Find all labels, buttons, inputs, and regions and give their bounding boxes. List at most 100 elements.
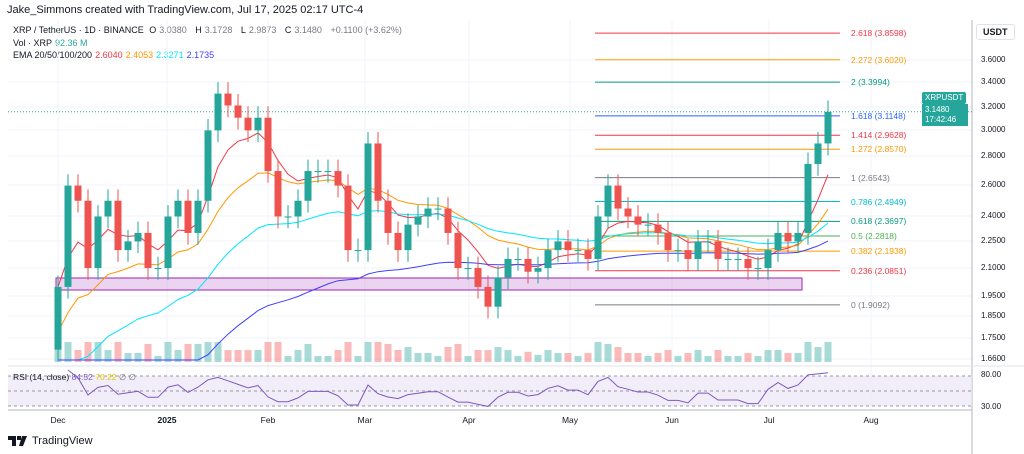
fib-level: 0: [851, 299, 856, 310]
volume-bar: [794, 353, 802, 362]
time-label: May: [561, 415, 579, 425]
candle-body: [304, 171, 312, 201]
time-label: Apr: [462, 415, 476, 425]
volume-bar: [164, 342, 172, 362]
symbol-title[interactable]: XRP / TetherUS · 1D · BINANCE: [13, 25, 144, 35]
ema-label[interactable]: EMA 20/50/100/200: [13, 50, 93, 60]
volume-bar: [154, 356, 162, 362]
volume-bar: [474, 350, 482, 362]
low-label: L: [240, 25, 246, 35]
candle-body: [274, 171, 282, 217]
rsi-value: 84.52: [71, 372, 93, 382]
volume-bar: [114, 342, 122, 362]
price-tick: 3.4000: [981, 77, 1006, 86]
fib-level: 0.236: [851, 265, 873, 276]
fib-level: 1: [851, 172, 856, 183]
high-value: 3.1728: [204, 25, 233, 35]
volume-bar: [294, 350, 302, 362]
volume-value: 92.36 M: [55, 37, 88, 48]
candle-body: [104, 200, 112, 217]
candle-body: [444, 208, 452, 233]
candle-body: [324, 171, 332, 173]
candle-body: [544, 250, 552, 269]
price-tick: 1.8500: [981, 311, 1006, 320]
candle-body: [174, 200, 182, 217]
volume-bar: [514, 356, 522, 362]
candle-body: [534, 268, 542, 272]
volume-bar: [784, 353, 792, 362]
volume-bar: [414, 353, 422, 362]
fib-level: 2.618: [851, 28, 873, 39]
candle-body: [364, 143, 372, 251]
volume-label[interactable]: Vol · XRP: [13, 37, 53, 48]
fib-price: 2.4949: [877, 196, 904, 207]
volume-bar: [344, 342, 352, 362]
volume-bar: [94, 342, 102, 362]
fib-price: 2.8570: [877, 144, 904, 155]
candle-body: [254, 117, 262, 131]
price-tick: 1.6600: [981, 354, 1006, 363]
volume-bar: [224, 350, 232, 362]
time-label: Mar: [357, 415, 373, 425]
volume-bar: [524, 351, 532, 362]
volume-bar: [594, 342, 602, 362]
candle-body: [614, 185, 622, 209]
rsi-tick: 80.00: [981, 370, 1002, 379]
ema-100-line: [58, 210, 829, 361]
volume-bar: [304, 344, 312, 362]
candle-body: [264, 117, 272, 172]
volume-bar: [674, 356, 682, 362]
fib-price: 2.9628: [877, 130, 904, 141]
candle-body: [234, 105, 242, 118]
fib-label: 2 (3.3994): [851, 77, 890, 88]
tradingview-logo[interactable]: TradingView: [8, 435, 93, 447]
volume-bar: [744, 353, 752, 362]
price-tick: 2.1000: [981, 263, 1006, 272]
volume-bar: [384, 344, 392, 362]
currency-button[interactable]: USDT: [976, 24, 1015, 40]
support-zone: [55, 277, 803, 291]
candle-body: [464, 268, 472, 270]
time-label: Feb: [260, 415, 276, 425]
candle-body: [224, 93, 232, 106]
candle-body: [354, 250, 362, 252]
volume-bar: [364, 342, 372, 362]
candle-body: [774, 232, 782, 251]
volume-bar: [194, 344, 202, 362]
candle-body: [694, 241, 702, 259]
volume-bar: [254, 350, 262, 362]
candle-body: [144, 232, 152, 269]
volume-bar: [264, 342, 272, 362]
candle-body: [524, 258, 532, 272]
candle-body: [184, 200, 192, 233]
volume-bar: [654, 353, 662, 362]
candle-body: [584, 250, 592, 259]
fib-label: 0.5 (2.2818): [851, 231, 897, 241]
fib-label: 1.414 (2.9628): [851, 130, 907, 141]
candle-body: [744, 258, 752, 269]
candle-body: [284, 216, 292, 218]
candle-body: [164, 216, 172, 269]
volume-bar: [814, 347, 822, 362]
volume-bar: [404, 347, 412, 362]
candle-body: [734, 258, 742, 260]
candle-body: [674, 250, 682, 252]
volume-bar: [424, 353, 432, 362]
price-tick: 3.0000: [981, 125, 1006, 134]
symbol-price-tag: XRPUSDT: [922, 92, 967, 104]
volume-bar: [664, 350, 672, 362]
rsi-line: [67, 369, 829, 407]
rsi-label[interactable]: RSI (14, close): [13, 372, 70, 382]
time-label: 2025: [157, 415, 177, 425]
candle-body: [64, 185, 72, 287]
candle-body: [664, 232, 672, 251]
volume-bar: [124, 353, 132, 362]
fib-level: 2.272: [851, 54, 873, 65]
candle-body: [514, 258, 522, 260]
fib-level: 1.272: [851, 144, 873, 155]
open-value: 3.0380: [159, 25, 187, 35]
candle-body: [94, 216, 102, 269]
volume-bar: [534, 354, 542, 362]
candle-body: [424, 208, 432, 217]
